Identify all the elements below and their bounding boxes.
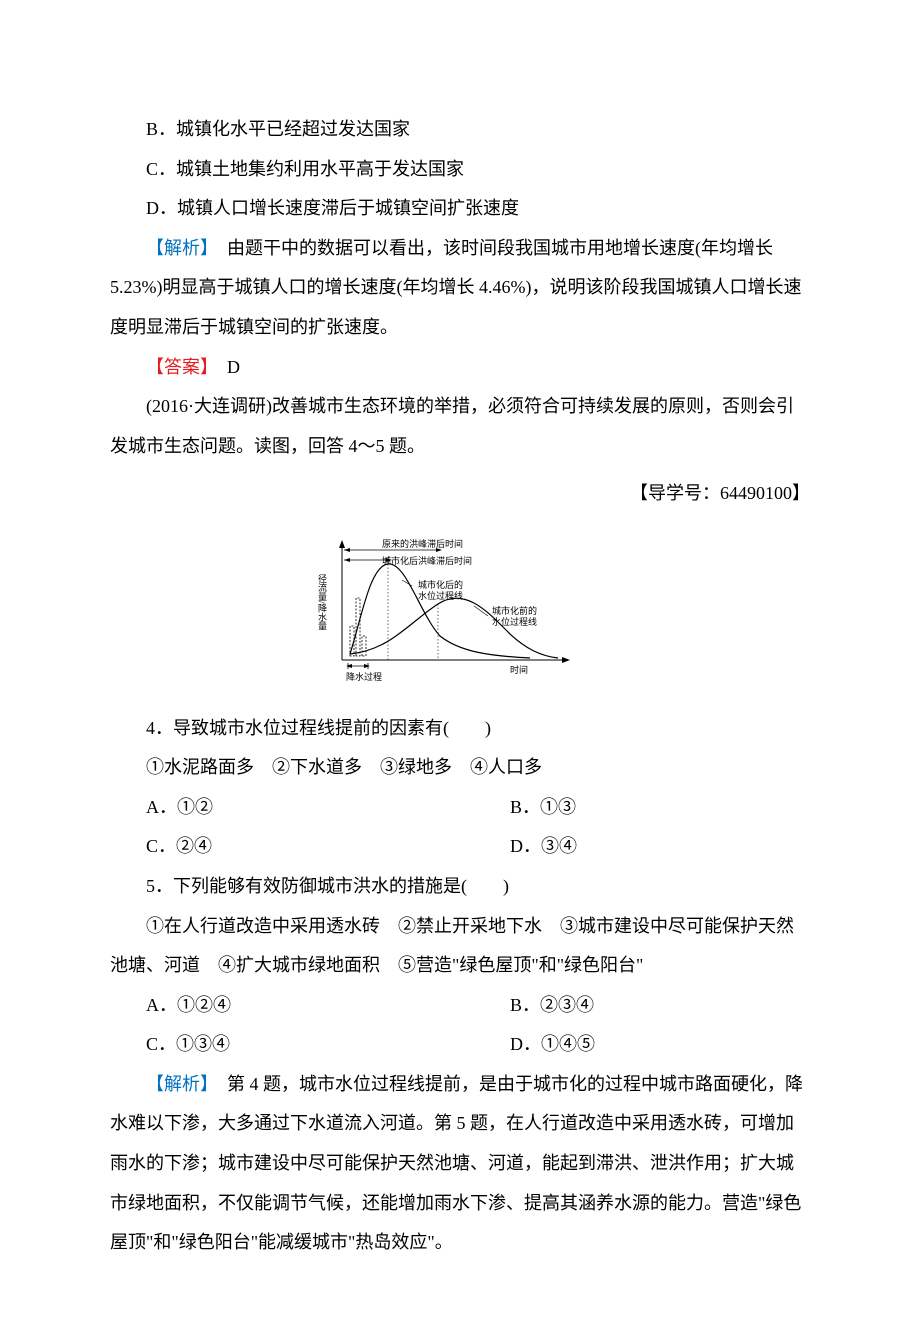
q4-options-row-1: A．①② B．①③ — [110, 788, 810, 828]
lag-arrow-original-left — [344, 548, 350, 552]
option-b: B．城镇化水平已经超过发达国家 — [110, 110, 810, 150]
q5-choices-line: ①在人行道改造中采用透水砖 ②禁止开采地下水 ③城市建设中尽可能保护天然池塘、河… — [110, 907, 810, 986]
q5-option-d: D．①④⑤ — [474, 1025, 810, 1065]
option-c: C．城镇土地集约利用水平高于发达国家 — [110, 150, 810, 190]
option-d: D．城镇人口增长速度滞后于城镇空间扩张速度 — [110, 189, 810, 229]
analysis-1: 【解析】 由题干中的数据可以看出，该时间段我国城市用地增长速度(年均增长 5.2… — [110, 229, 810, 348]
q5-option-b: B．②③④ — [474, 986, 810, 1026]
passage-2-intro: (2016·大连调研)改善城市生态环境的举措，必须符合可持续发展的原则，否则会引… — [110, 387, 810, 466]
precip-label: 降水过程 — [346, 671, 382, 682]
q5-stem: 5．下列能够有效防御城市洪水的措施是( ) — [110, 867, 810, 907]
analysis-label-2: 【解析】 — [146, 1074, 209, 1094]
precip-bracket-right — [364, 664, 370, 668]
q5-options-row-1: A．①②④ B．②③④ — [110, 986, 810, 1026]
q5-options-row-2: C．①③④ D．①④⑤ — [110, 1025, 810, 1065]
precip-bracket-left — [346, 664, 352, 668]
precip-bar-3 — [362, 636, 366, 656]
q4-option-c: C．②④ — [110, 827, 474, 867]
answer-1: 【答案】 D — [110, 348, 810, 388]
y-axis-label: 径流量/降水量 — [317, 573, 327, 631]
curve-before-label-1: 城市化前的 — [492, 605, 537, 616]
guide-number: 【导学号：64490100】 — [110, 474, 810, 514]
q4-option-b: B．①③ — [474, 788, 810, 828]
y-axis-arrow — [339, 540, 345, 548]
analysis-2-text: 第 4 题，城市水位过程线提前，是由于城市化的过程中城市路面硬化，降水难以下渗，… — [110, 1074, 803, 1252]
q5-option-c: C．①③④ — [110, 1025, 474, 1065]
q4-stem: 4．导致城市水位过程线提前的因素有( ) — [110, 709, 810, 749]
answer-label: 【答案】 — [146, 357, 209, 377]
lag-arrow-after-left — [344, 558, 350, 562]
legend-after-lag: 城市化后洪峰滞后时间 — [382, 555, 472, 566]
q4-options-row-2: C．②④ D．③④ — [110, 827, 810, 867]
curve-before-label-2: 水位过程线 — [492, 616, 537, 627]
x-axis-arrow — [562, 657, 570, 663]
x-axis-label: 时间 — [510, 664, 528, 675]
analysis-1-text: 由题干中的数据可以看出，该时间段我国城市用地增长速度(年均增长 5.23%)明显… — [110, 238, 801, 337]
q4-option-a: A．①② — [110, 788, 474, 828]
analysis-2: 【解析】 第 4 题，城市水位过程线提前，是由于城市化的过程中城市路面硬化，降水… — [110, 1065, 810, 1263]
curve-after-label-2: 水位过程线 — [418, 590, 463, 601]
chart-svg: 径流量/降水量 原来的洪峰滞后时间 城市化后洪峰滞后时间 城市化后的 水位过程线… — [310, 526, 610, 686]
legend-original-lag: 原来的洪峰滞后时间 — [382, 538, 463, 549]
q5-option-a: A．①②④ — [110, 986, 474, 1026]
q4-option-d: D．③④ — [474, 827, 810, 867]
analysis-label: 【解析】 — [146, 238, 209, 258]
curve-after-label-1: 城市化后的 — [418, 579, 463, 590]
hydrograph-chart: 径流量/降水量 原来的洪峰滞后时间 城市化后洪峰滞后时间 城市化后的 水位过程线… — [110, 526, 810, 701]
answer-1-value: D — [209, 357, 240, 377]
q4-choices-line: ①水泥路面多 ②下水道多 ③绿地多 ④人口多 — [110, 748, 810, 788]
